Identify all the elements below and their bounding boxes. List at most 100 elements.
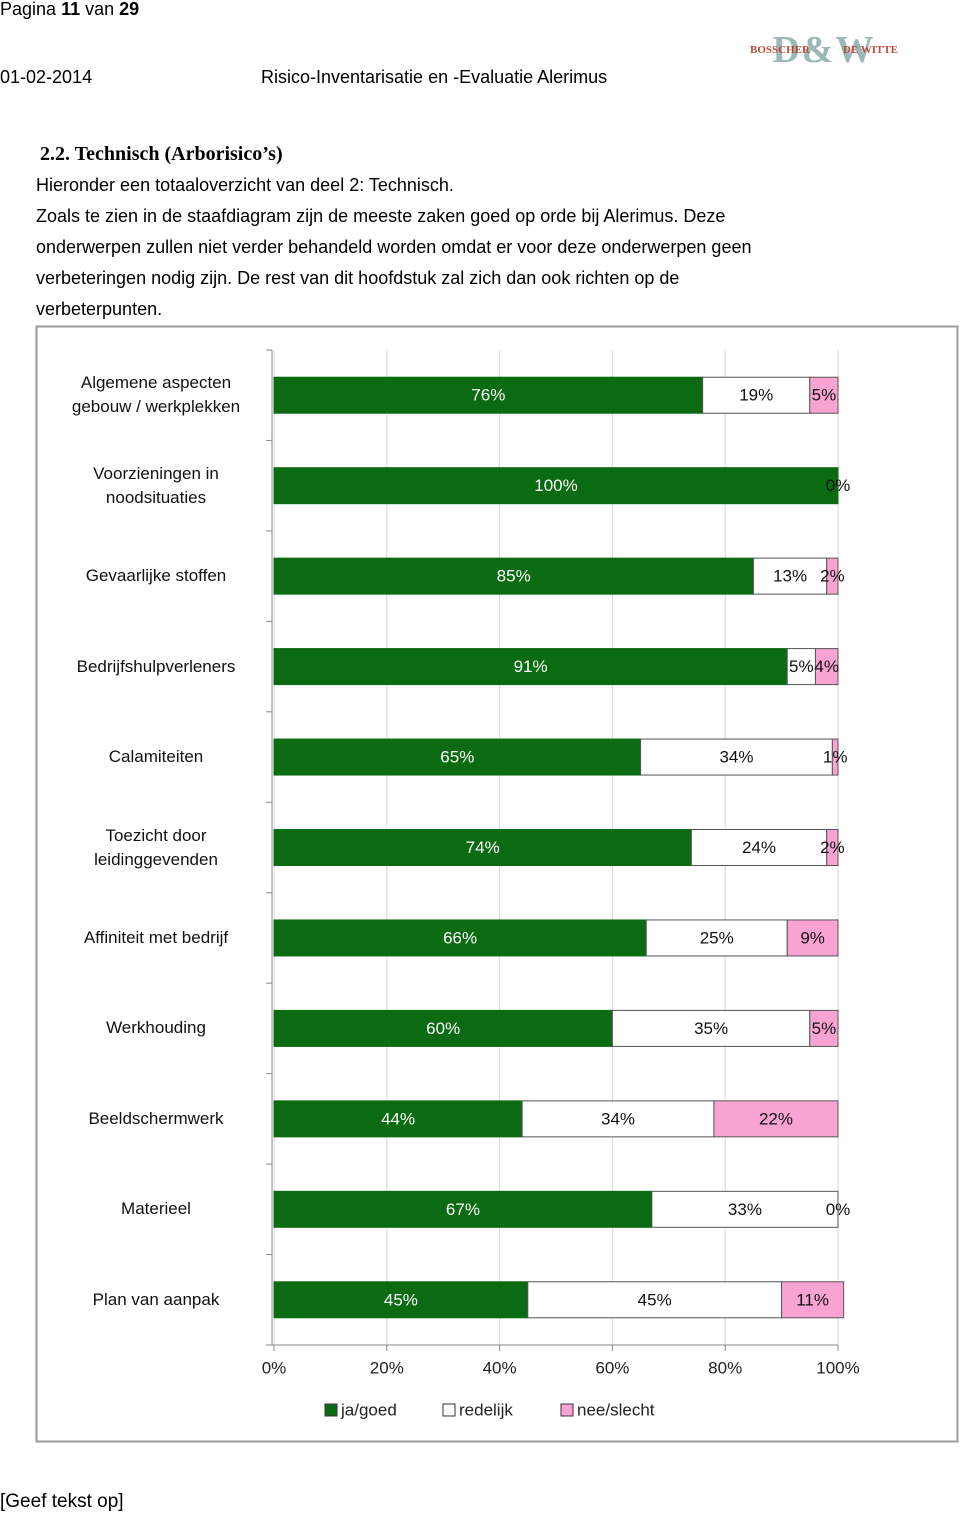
legend-label: nee/slecht (577, 1400, 655, 1419)
bar-segment (273, 919, 647, 957)
value-label: 45% (384, 1290, 418, 1309)
value-label: 44% (381, 1109, 415, 1128)
x-tick-label: 100% (816, 1358, 859, 1377)
legend-label: ja/goed (340, 1400, 397, 1419)
value-label: 34% (601, 1109, 635, 1128)
value-label: 5% (812, 386, 837, 405)
body-line: onderwerpen zullen niet verder behandeld… (36, 237, 752, 257)
body-line: Hieronder een totaaloverzicht van deel 2… (36, 175, 454, 195)
value-label: 33% (728, 1200, 762, 1219)
logo-mark: D&W (772, 29, 876, 71)
page-number: 11 (61, 0, 81, 19)
value-label: 35% (694, 1019, 728, 1038)
category-label: Algemene aspecten gebouw / werkplekken (71, 373, 241, 417)
bar-segment (273, 557, 754, 595)
category-label: Calamiteiten (108, 747, 204, 767)
value-label: 1% (823, 748, 848, 767)
category-label: Voorzieningen in noodsituaties (93, 463, 219, 507)
value-label: 85% (497, 567, 531, 586)
x-tick-label: 40% (483, 1358, 517, 1377)
bar-segment (809, 1009, 839, 1047)
bar-segment (702, 376, 811, 414)
bar-segment (826, 557, 839, 595)
value-label: 19% (739, 386, 773, 405)
page-total: 29 (119, 0, 140, 19)
category-label: Materieel (121, 1199, 191, 1219)
page-label: Pagina (0, 0, 57, 19)
bar-segment (527, 1281, 783, 1319)
category-label: Affiniteit met bedrijf (83, 927, 229, 947)
page-indicator: Pagina 11 van 29 (0, 0, 139, 20)
value-label: 25% (700, 928, 734, 947)
bar-segment (611, 1009, 811, 1047)
legend-swatch (442, 1403, 456, 1417)
bar-segment (273, 829, 692, 866)
bar-segment (640, 738, 833, 776)
value-label: 60% (426, 1019, 460, 1038)
value-label: 2% (820, 567, 845, 586)
value-label: 13% (773, 567, 807, 586)
category-label: Beeldschermwerk (88, 1108, 224, 1128)
bar-segment (273, 1281, 529, 1319)
bar-segment (273, 1190, 653, 1228)
bar-segment (781, 1281, 845, 1319)
logo-left: BOSSCHER (750, 44, 810, 56)
value-label: 5% (812, 1019, 837, 1038)
bar-segment (786, 648, 816, 686)
value-label: 5% (789, 657, 814, 676)
value-label: 91% (514, 657, 548, 676)
value-label: 45% (638, 1290, 672, 1309)
logo-right: DE WITTE (842, 44, 898, 56)
x-tick-label: 20% (370, 1358, 404, 1377)
value-label: 66% (443, 928, 477, 947)
bar-segment (273, 376, 704, 414)
bar-segment (651, 1190, 839, 1228)
date: 01-02-2014 (0, 67, 93, 87)
page-of: van (85, 0, 115, 19)
logo: D&W BOSSCHER DE WITTE (748, 29, 900, 78)
legend-swatch (324, 1403, 338, 1417)
value-label: 100% (534, 476, 577, 495)
bar-segment (786, 919, 839, 957)
value-label: 22% (759, 1109, 793, 1128)
value-label: 9% (800, 928, 825, 947)
category-label: Werkhouding (106, 1018, 206, 1038)
value-label: 0% (826, 1200, 851, 1219)
bar-segment (831, 738, 839, 776)
category-label: Plan van aanpak (92, 1289, 220, 1309)
x-tick-label: 0% (262, 1358, 287, 1377)
value-label: 65% (440, 748, 474, 767)
value-label: 24% (742, 838, 776, 857)
category-label: Gevaarlijke stoffen (85, 566, 227, 586)
section-heading: 2.2. Technisch (Arborisico’s) (40, 143, 283, 165)
body-line: verbeteringen nodig zijn. De rest van di… (36, 268, 680, 288)
category-label: Bedrijfshulpverleners (76, 656, 236, 676)
value-label: 67% (446, 1200, 480, 1219)
bar-segment (273, 467, 839, 505)
legend-swatch (560, 1403, 574, 1417)
bar-segment (713, 1100, 839, 1138)
bar-segment (809, 376, 839, 414)
bar-segment (752, 557, 828, 595)
x-tick-label: 60% (595, 1358, 629, 1377)
bar-segment (273, 1100, 523, 1138)
value-label: 4% (814, 657, 839, 676)
bar-segment (273, 648, 788, 686)
bar-segment (273, 738, 642, 776)
body-line: Zoals te zien in de staafdiagram zijn de… (36, 206, 726, 226)
bar-segment (814, 648, 839, 686)
x-tick-label: 80% (708, 1358, 742, 1377)
bar-segment (826, 829, 839, 866)
doc-title: Risico-Inventarisatie en -Evaluatie Aler… (261, 67, 608, 87)
value-label: 0% (826, 476, 851, 495)
value-label: 11% (796, 1290, 829, 1309)
value-label: 2% (820, 838, 845, 857)
legend-label: redelijk (459, 1400, 513, 1419)
category-label: Toezicht door leidinggevenden (94, 825, 218, 869)
chart-frame (35, 325, 959, 1443)
body-line: verbeterpunten. (36, 299, 163, 319)
value-label: 76% (471, 386, 505, 405)
value-label: 34% (719, 748, 753, 767)
footer: [Geef tekst op] (0, 1491, 124, 1512)
